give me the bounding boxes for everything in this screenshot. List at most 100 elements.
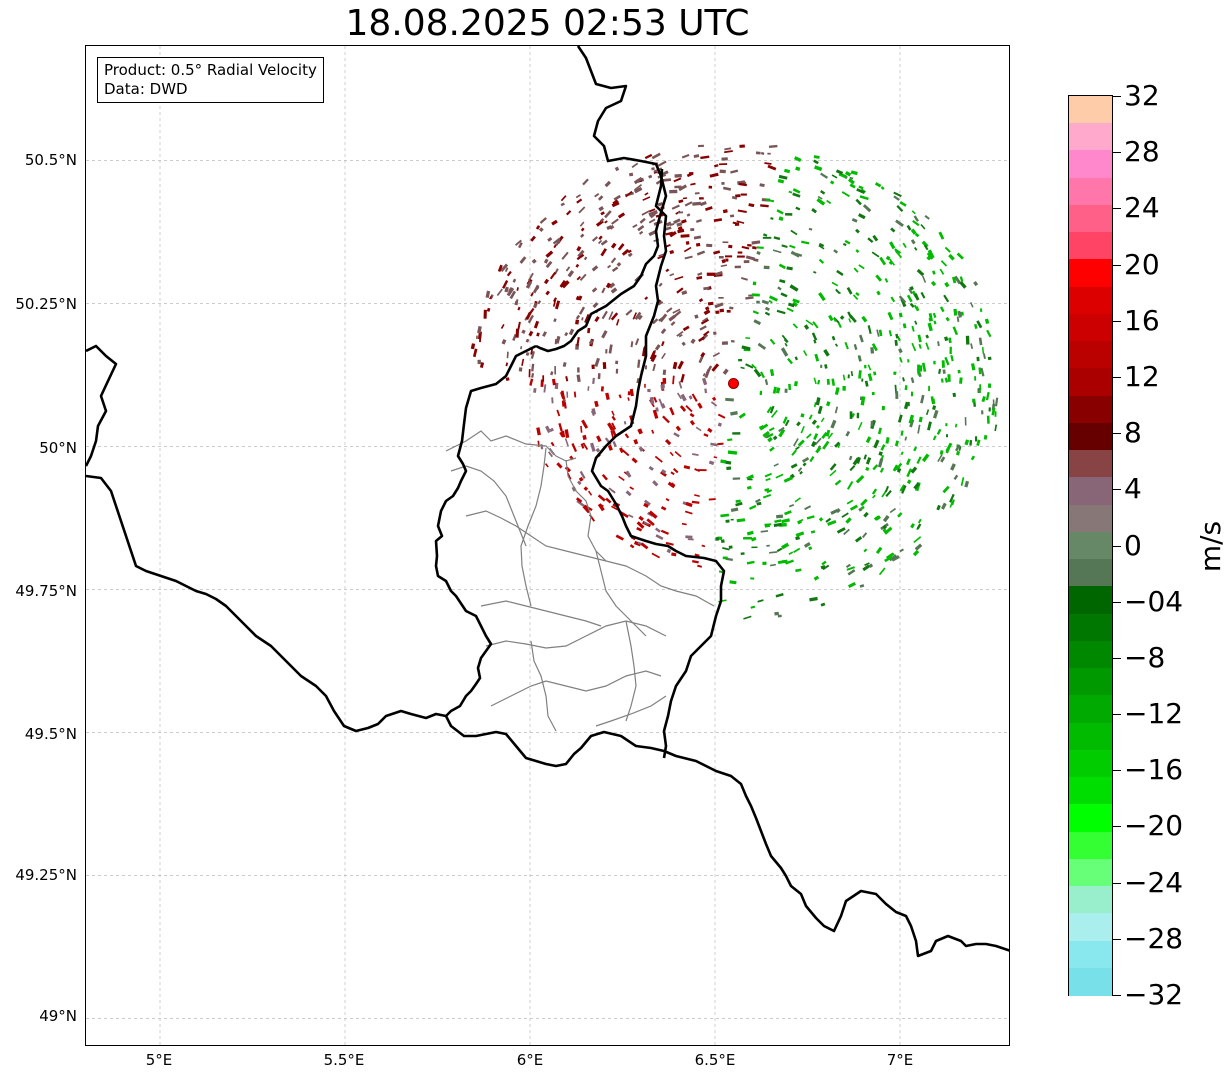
radar-echo-gate bbox=[925, 342, 930, 350]
radar-echo-gate bbox=[769, 446, 775, 452]
radar-echo-gate bbox=[960, 477, 965, 486]
radar-echo-gate bbox=[601, 310, 608, 320]
radar-echo-gate bbox=[677, 360, 684, 370]
radar-echo-gate bbox=[894, 248, 902, 255]
radar-echo-gate bbox=[770, 409, 778, 418]
radar-echo-gate bbox=[858, 355, 862, 362]
radar-echo-gate bbox=[717, 442, 724, 446]
radar-echo-gate bbox=[623, 421, 627, 425]
radar-echo-gate bbox=[681, 153, 690, 159]
radar-echo-gate bbox=[928, 385, 931, 392]
radar-echo-gate bbox=[627, 397, 630, 401]
radar-echo-gate bbox=[702, 317, 709, 322]
radar-echo-gate bbox=[818, 242, 825, 248]
radar-echo-gate bbox=[528, 369, 531, 378]
radar-echo-gate bbox=[515, 328, 520, 338]
radar-echo-gate bbox=[536, 427, 541, 436]
radar-echo-gate bbox=[681, 290, 688, 296]
radar-echo-gate bbox=[762, 236, 772, 239]
radar-echo-gate bbox=[757, 599, 764, 603]
radar-echo-gate bbox=[790, 250, 801, 258]
radar-echo-gate bbox=[774, 611, 780, 616]
radar-echo-gate bbox=[577, 295, 583, 301]
radar-echo-gate bbox=[728, 545, 733, 549]
radar-echo-gate bbox=[703, 330, 710, 337]
colorbar-tick-label: −16 bbox=[1124, 753, 1184, 787]
radar-echo-gate bbox=[874, 515, 881, 521]
radar-echo-gate bbox=[738, 412, 746, 419]
radar-echo-gate bbox=[672, 375, 675, 385]
map-panel[interactable] bbox=[85, 45, 1010, 1046]
radar-echo-gate bbox=[872, 234, 879, 242]
radar-echo-gate bbox=[826, 378, 830, 385]
lat-label-2: 50°N bbox=[39, 439, 77, 457]
radar-echo-gate bbox=[525, 338, 530, 343]
radar-echo-gate bbox=[815, 397, 821, 406]
radar-echo-gate bbox=[914, 246, 918, 251]
radar-echo-gate bbox=[694, 314, 699, 319]
radar-echo-gate bbox=[615, 368, 619, 374]
colorbar-segment bbox=[1069, 804, 1112, 833]
radar-echo-gate bbox=[694, 468, 701, 472]
radar-echo-gate bbox=[682, 197, 688, 200]
colorbar-segment bbox=[1069, 504, 1112, 533]
radar-echo-gate bbox=[926, 252, 934, 260]
admin-border-a bbox=[450, 465, 527, 547]
radar-echo-gate bbox=[777, 286, 782, 291]
radar-echo-gate bbox=[809, 456, 815, 463]
radar-echo-gate bbox=[870, 347, 875, 354]
colorbar-segment bbox=[1069, 722, 1112, 751]
radar-echo-gate bbox=[747, 478, 753, 481]
lat-label-3: 49.75°N bbox=[15, 582, 77, 600]
map-canvas[interactable] bbox=[86, 46, 1010, 1046]
radar-echo-gate bbox=[835, 169, 844, 175]
radar-echo-gate bbox=[722, 368, 729, 375]
product-info-box: Product: 0.5° Radial Velocity Data: DWD bbox=[97, 57, 324, 103]
graticule bbox=[86, 46, 1009, 1045]
radar-echo-gate bbox=[643, 502, 649, 508]
radar-echo-gate bbox=[889, 241, 896, 250]
radar-echo-gate bbox=[697, 469, 707, 472]
radar-echo-gate bbox=[808, 227, 813, 231]
radar-echo-gate bbox=[485, 290, 491, 299]
radar-echo-gate bbox=[651, 429, 655, 434]
radar-echo-gate bbox=[860, 396, 866, 406]
radar-echo-gate bbox=[684, 201, 693, 207]
radar-echo-gate bbox=[611, 429, 617, 436]
radar-echo-gate bbox=[849, 504, 858, 511]
radar-echo-gate bbox=[871, 343, 878, 352]
radar-echo-gate bbox=[789, 284, 799, 292]
radar-echo-gate bbox=[813, 377, 817, 385]
radar-echo-gate bbox=[661, 469, 667, 475]
radar-echo-gate bbox=[755, 498, 761, 503]
radar-echo-gate bbox=[880, 444, 886, 451]
radar-echo-gate bbox=[877, 458, 884, 468]
radar-echo-gate bbox=[779, 279, 786, 284]
radar-echo-gate bbox=[751, 246, 757, 250]
radar-echo-gate bbox=[983, 434, 988, 440]
radar-echo-gate bbox=[551, 219, 558, 226]
radar-echo-gate bbox=[678, 211, 684, 214]
radar-echo-gate bbox=[660, 384, 665, 390]
radar-echo-gate bbox=[587, 490, 593, 496]
radar-echo-gate bbox=[714, 164, 719, 168]
radar-echo-gate bbox=[895, 391, 899, 399]
colorbar-segment bbox=[1069, 150, 1112, 179]
radar-echo-gate bbox=[713, 250, 721, 255]
radar-echo-gate bbox=[767, 152, 771, 155]
radar-echo-gate bbox=[899, 548, 904, 553]
radar-echo-gate bbox=[872, 464, 879, 471]
radar-echo-gate bbox=[592, 302, 599, 309]
colorbar-tick-mark bbox=[1113, 264, 1121, 266]
radar-echo-gate bbox=[672, 308, 681, 314]
radar-echo-gate bbox=[528, 330, 534, 337]
radar-echo-gate bbox=[911, 210, 916, 215]
radar-echo-gate bbox=[582, 178, 589, 186]
colorbar-segment bbox=[1069, 477, 1112, 506]
radar-echo-gate bbox=[730, 507, 739, 513]
radar-echo-gate bbox=[831, 174, 838, 179]
radar-echo-gate bbox=[762, 233, 768, 237]
radar-echo-gate bbox=[705, 365, 713, 374]
radar-echo-gate bbox=[718, 163, 728, 166]
radar-echo-gate bbox=[910, 391, 914, 397]
